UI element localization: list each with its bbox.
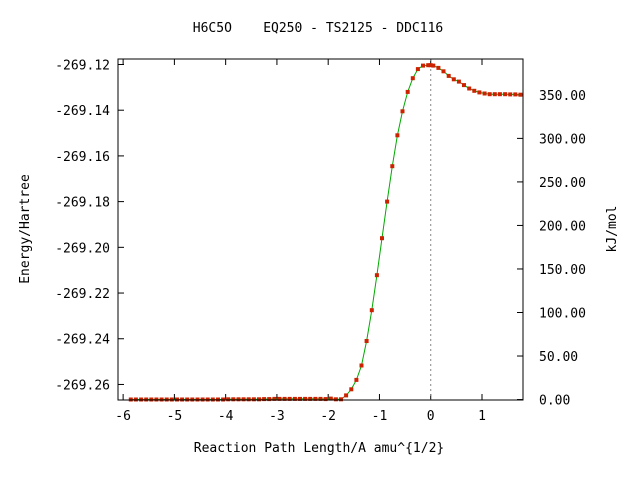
- y-tick-label: -269.20: [55, 241, 110, 256]
- y2-tick-label: 350.00: [539, 89, 586, 104]
- data-point: [410, 76, 415, 81]
- data-point: [451, 77, 456, 82]
- data-point: [323, 397, 328, 402]
- data-point: [374, 273, 379, 278]
- y-tick-label: -269.26: [55, 378, 110, 393]
- data-point: [287, 396, 292, 401]
- data-point: [236, 397, 241, 402]
- x-tick-label: -4: [218, 409, 234, 424]
- series-line: [130, 64, 521, 400]
- y-tick-label: -269.22: [55, 287, 110, 302]
- data-point: [395, 133, 400, 138]
- y2-tick-label: 300.00: [539, 132, 586, 147]
- data-point: [400, 109, 405, 114]
- y-tick-label: -269.24: [55, 333, 110, 348]
- y2-tick-label: 100.00: [539, 306, 586, 321]
- y-axis-label: Energy/Hartree: [18, 174, 33, 284]
- data-point: [431, 63, 436, 68]
- data-point: [359, 363, 364, 368]
- data-point: [503, 92, 508, 97]
- x-axis-label: Reaction Path Length/A amu^{1/2}: [194, 441, 444, 456]
- data-point: [415, 67, 420, 72]
- data-point: [364, 339, 369, 343]
- data-point: [328, 396, 333, 401]
- plot-area: -6 -5 -4 -3 -2 -1 0 1 -269.26 -269.24 -269.22 -269.…: [55, 58, 586, 424]
- x-tick-label: -6: [115, 409, 131, 424]
- data-point: [426, 63, 431, 68]
- data-point: [318, 396, 323, 401]
- y-tick-label: -269.14: [55, 104, 110, 119]
- x-tick-label: -2: [320, 409, 336, 424]
- y2-tick-label: 250.00: [539, 176, 586, 191]
- data-point: [369, 308, 374, 313]
- data-point: [482, 91, 487, 96]
- y2-tick-label: 0.00: [539, 394, 570, 409]
- x-tick-label: -3: [269, 409, 285, 424]
- x-tick-label: 0: [427, 409, 435, 424]
- data-point: [339, 397, 343, 402]
- data-point: [390, 164, 395, 169]
- chart-title: H6C5O EQ250 - TS2125 - DDC116: [193, 21, 443, 36]
- data-point: [282, 396, 287, 401]
- data-point: [441, 69, 446, 74]
- data-point: [477, 90, 482, 95]
- data-point: [472, 88, 477, 93]
- data-point: [277, 396, 282, 401]
- data-point: [467, 86, 472, 91]
- data-point: [497, 92, 502, 97]
- data-point: [257, 397, 261, 402]
- data-point: [421, 63, 425, 68]
- data-point: [231, 397, 236, 402]
- data-point: [446, 73, 451, 78]
- data-point: [405, 89, 410, 94]
- data-point: [251, 397, 256, 402]
- data-point: [308, 396, 313, 401]
- data-point: [313, 396, 318, 401]
- data-point: [513, 92, 518, 97]
- y2-tick-label: 50.00: [539, 350, 578, 365]
- data-point: [272, 396, 277, 401]
- data-point: [262, 397, 267, 402]
- data-point: [487, 92, 492, 97]
- data-point: [246, 397, 251, 402]
- data-point: [428, 63, 433, 68]
- y-tick-label: -269.18: [55, 196, 110, 211]
- data-point: [292, 396, 297, 401]
- x-tick-label: -5: [167, 409, 183, 424]
- data-point: [518, 92, 523, 97]
- data-point: [298, 396, 302, 401]
- y-tick-label: -269.16: [55, 150, 110, 165]
- data-point: [380, 236, 384, 241]
- data-point: [267, 397, 272, 402]
- data-point: [226, 397, 231, 402]
- data-point: [492, 92, 497, 97]
- data-point: [241, 397, 246, 402]
- plot-frame: [117, 58, 524, 401]
- data-point: [385, 199, 390, 204]
- data-point: [303, 396, 308, 401]
- data-point: [349, 387, 354, 392]
- y-tick-label: -269.12: [55, 58, 110, 73]
- data-point: [436, 65, 441, 70]
- data-point: [354, 377, 359, 382]
- y2-axis-label: kJ/mol: [605, 206, 620, 253]
- y2-tick-label: 150.00: [539, 263, 586, 278]
- data-point: [344, 393, 349, 398]
- data-point: [333, 397, 338, 402]
- x-tick-label: 1: [478, 409, 486, 424]
- data-point: [462, 83, 466, 88]
- x-tick-label: -1: [372, 409, 388, 424]
- data-point: [508, 92, 513, 97]
- y2-tick-label: 200.00: [539, 219, 586, 234]
- data-point: [456, 79, 461, 84]
